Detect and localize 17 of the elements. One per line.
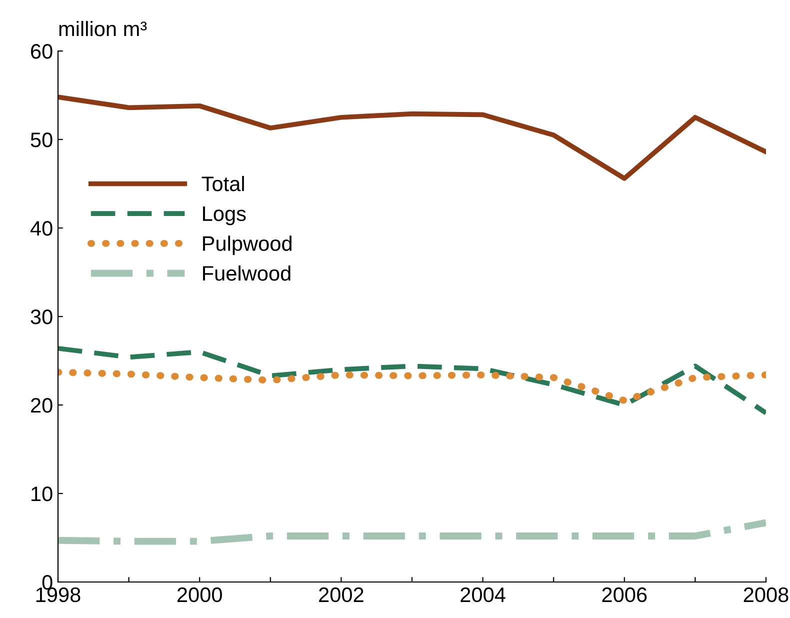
y-axis-title: million m³: [59, 20, 147, 36]
y-tick-label: 10: [32, 486, 52, 502]
y-tick-label: 20: [31, 398, 52, 413]
legend-label: Logs: [203, 206, 246, 226]
x-tick-label: 2006: [602, 587, 647, 602]
x-tick-label: 2000: [177, 587, 222, 602]
x-tick-label: 2008: [744, 587, 788, 602]
y-tick-label: 60: [31, 44, 52, 59]
x-tick-label: 2002: [319, 587, 364, 602]
legend-label: Pulpwood: [203, 236, 292, 256]
y-tick-label: 50: [30, 132, 52, 148]
legend-label: Fuelwood: [203, 265, 290, 281]
line-series: [58, 346, 766, 416]
y-tick-label: 30: [30, 310, 52, 324]
legend-label: Total: [202, 176, 244, 192]
x-tick-label: 2004: [460, 587, 506, 602]
y-tick-label: 40: [30, 221, 52, 236]
